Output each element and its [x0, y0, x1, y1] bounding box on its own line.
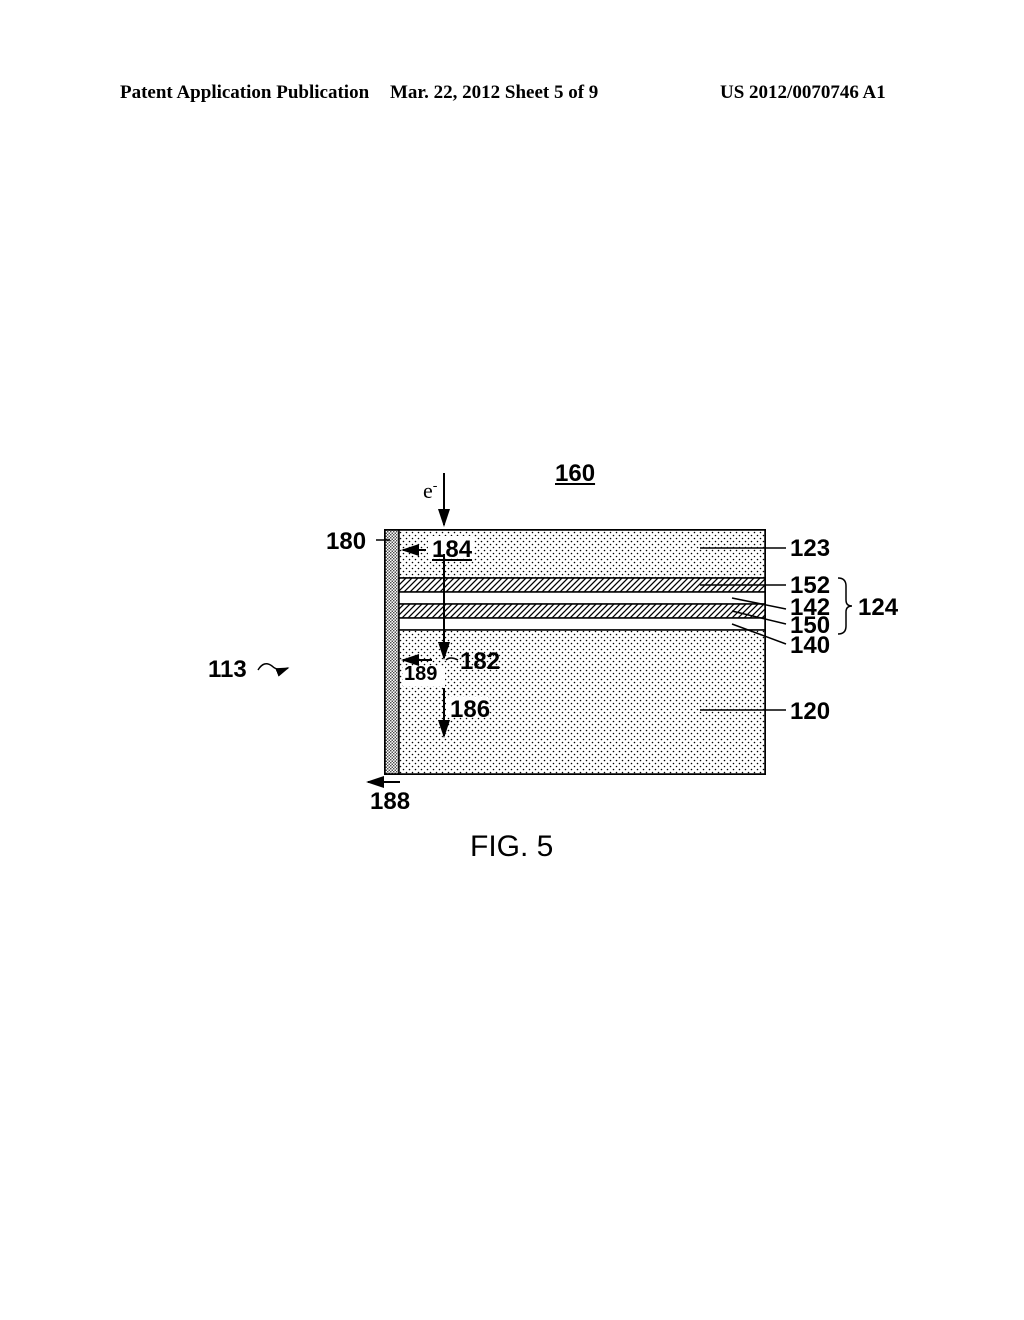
ref-184: 184	[432, 536, 472, 564]
figure-caption: FIG. 5	[470, 830, 553, 864]
ref-188: 188	[370, 788, 410, 816]
ref-180: 180	[326, 528, 366, 556]
ref-140: 140	[790, 632, 830, 660]
electron-superscript: -	[433, 479, 438, 494]
figure-diagram	[0, 0, 1024, 1320]
electron-label: e-	[423, 478, 437, 504]
electron-symbol: e	[423, 478, 433, 503]
ref-160: 160	[555, 460, 595, 488]
ref-120: 120	[790, 698, 830, 726]
ref-182: 182	[460, 648, 500, 676]
ref-123: 123	[790, 535, 830, 563]
ref-189: 189	[404, 663, 437, 686]
ref-124: 124	[858, 594, 898, 622]
ref-113: 113	[208, 656, 247, 684]
ref-186: 186	[450, 696, 490, 724]
